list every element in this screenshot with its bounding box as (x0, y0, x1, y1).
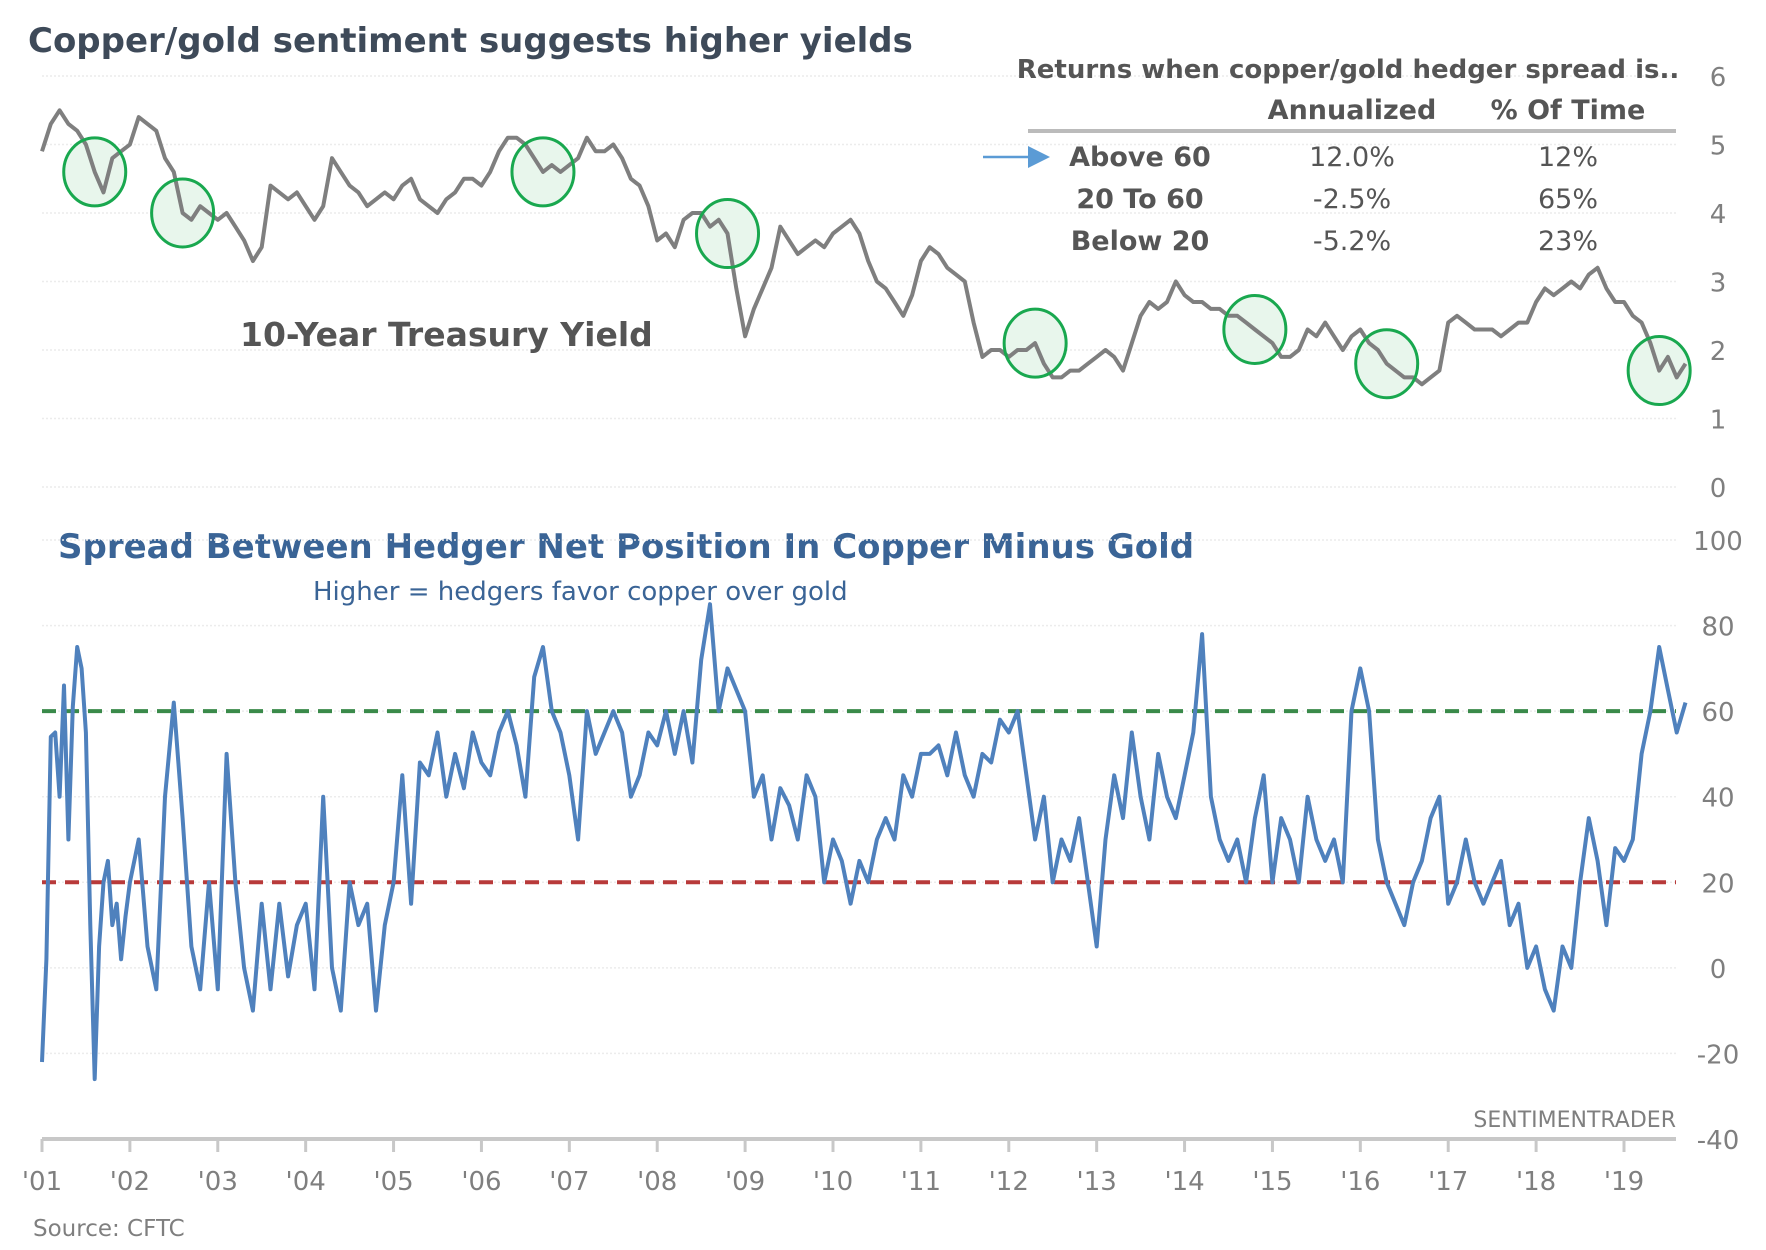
source-note: Source: CFTC (33, 1216, 185, 1242)
row-label: Below 20 (1071, 226, 1210, 257)
x-tick-label: '16 (1340, 1167, 1380, 1197)
reference-lines (42, 709, 1676, 885)
x-tick-label: '10 (813, 1167, 853, 1197)
x-tick-label: '04 (286, 1167, 326, 1197)
y-tick-label: 20 (1701, 869, 1734, 899)
y-tick-label: 40 (1701, 784, 1734, 814)
x-tick-label: '01 (22, 1167, 62, 1197)
x-tick-label: '06 (461, 1167, 501, 1197)
table-row: Below 20 -5.2% 23% (1071, 226, 1598, 257)
row-pct-time: 65% (1538, 184, 1598, 215)
top-panel-y-axis: 0 1 2 3 4 5 6 (1710, 63, 1727, 504)
watermark: SENTIMENTRADER (1473, 1108, 1676, 1133)
x-tick-label: '02 (110, 1167, 150, 1197)
x-tick-label: '15 (1252, 1167, 1292, 1197)
series-label-treasury: 10-Year Treasury Yield (240, 315, 653, 354)
table-header-pct-time: % Of Time (1491, 95, 1646, 126)
y-tick-label: 60 (1701, 698, 1734, 728)
table-row: Above 60 12.0% 12% (983, 142, 1598, 173)
bottom-panel-title: Spread Between Hedger Net Position In Co… (58, 527, 1194, 567)
highlight-circle (1222, 293, 1288, 365)
y-tick-label: 6 (1710, 63, 1727, 93)
highlight-circle (62, 136, 128, 208)
highlight-circle-outlines (62, 136, 1692, 407)
x-axis: '01 '02 '03 '04 '05 '06 '07 '08 '09 '10 '11 '12 '13 '… (22, 1139, 1644, 1197)
bottom-panel-subtitle: Higher = hedgers favor copper over gold (313, 577, 848, 607)
y-tick-label: 5 (1710, 132, 1727, 162)
chart-title: Copper/gold sentiment suggests higher yi… (28, 21, 913, 61)
treasury-yield-line (40, 108, 1688, 387)
table-title: Returns when copper/gold hedger spread i… (1017, 55, 1679, 85)
x-tick-label: '13 (1077, 1167, 1117, 1197)
highlight-circle (150, 177, 216, 249)
highlight-circles (63, 137, 1691, 405)
returns-table: Returns when copper/gold hedger spread i… (983, 55, 1679, 257)
x-tick-label: '14 (1164, 1167, 1204, 1197)
highlight-circle (510, 136, 576, 208)
highlight-circle (1626, 335, 1692, 407)
y-tick-label: 2 (1710, 337, 1727, 367)
table-row: 20 To 60 -2.5% 65% (1076, 184, 1598, 215)
y-tick-label: 80 (1701, 613, 1734, 643)
row-annualized: -5.2% (1313, 226, 1391, 257)
x-tick-label: '03 (198, 1167, 238, 1197)
row-annualized: 12.0% (1309, 142, 1395, 173)
x-tick-label: '18 (1516, 1167, 1556, 1197)
x-tick-label: '19 (1604, 1167, 1644, 1197)
row-pct-time: 12% (1538, 142, 1598, 173)
y-tick-label: 0 (1710, 955, 1727, 985)
y-tick-label: 3 (1710, 269, 1727, 299)
highlight-circle (1002, 307, 1068, 379)
x-tick-label: '08 (637, 1167, 677, 1197)
y-tick-label: 1 (1710, 406, 1727, 436)
bottom-panel-y-axis: -40 -20 0 20 40 60 80 100 (1693, 527, 1743, 1156)
row-label: Above 60 (1069, 142, 1211, 173)
x-tick-label: '09 (725, 1167, 765, 1197)
hedger-spread-line (40, 602, 1688, 1082)
row-annualized: -2.5% (1313, 184, 1391, 215)
y-tick-label: -40 (1697, 1126, 1739, 1156)
y-tick-label: 4 (1710, 200, 1727, 230)
y-tick-label: -20 (1697, 1040, 1739, 1070)
y-tick-label: 100 (1693, 527, 1743, 557)
highlight-circle (1354, 328, 1420, 400)
row-pct-time: 23% (1538, 226, 1598, 257)
x-tick-label: '05 (373, 1167, 413, 1197)
row-label: 20 To 60 (1076, 184, 1203, 215)
x-tick-label: '07 (549, 1167, 589, 1197)
top-panel-gridlines (42, 75, 1676, 488)
x-tick-label: '12 (989, 1167, 1029, 1197)
x-tick-label: '11 (901, 1167, 941, 1197)
arrow-right-icon (1028, 146, 1050, 168)
table-header-annualized: Annualized (1268, 95, 1437, 126)
x-tick-label: '17 (1428, 1167, 1468, 1197)
y-tick-label: 0 (1710, 474, 1727, 504)
highlight-circle (695, 198, 761, 270)
